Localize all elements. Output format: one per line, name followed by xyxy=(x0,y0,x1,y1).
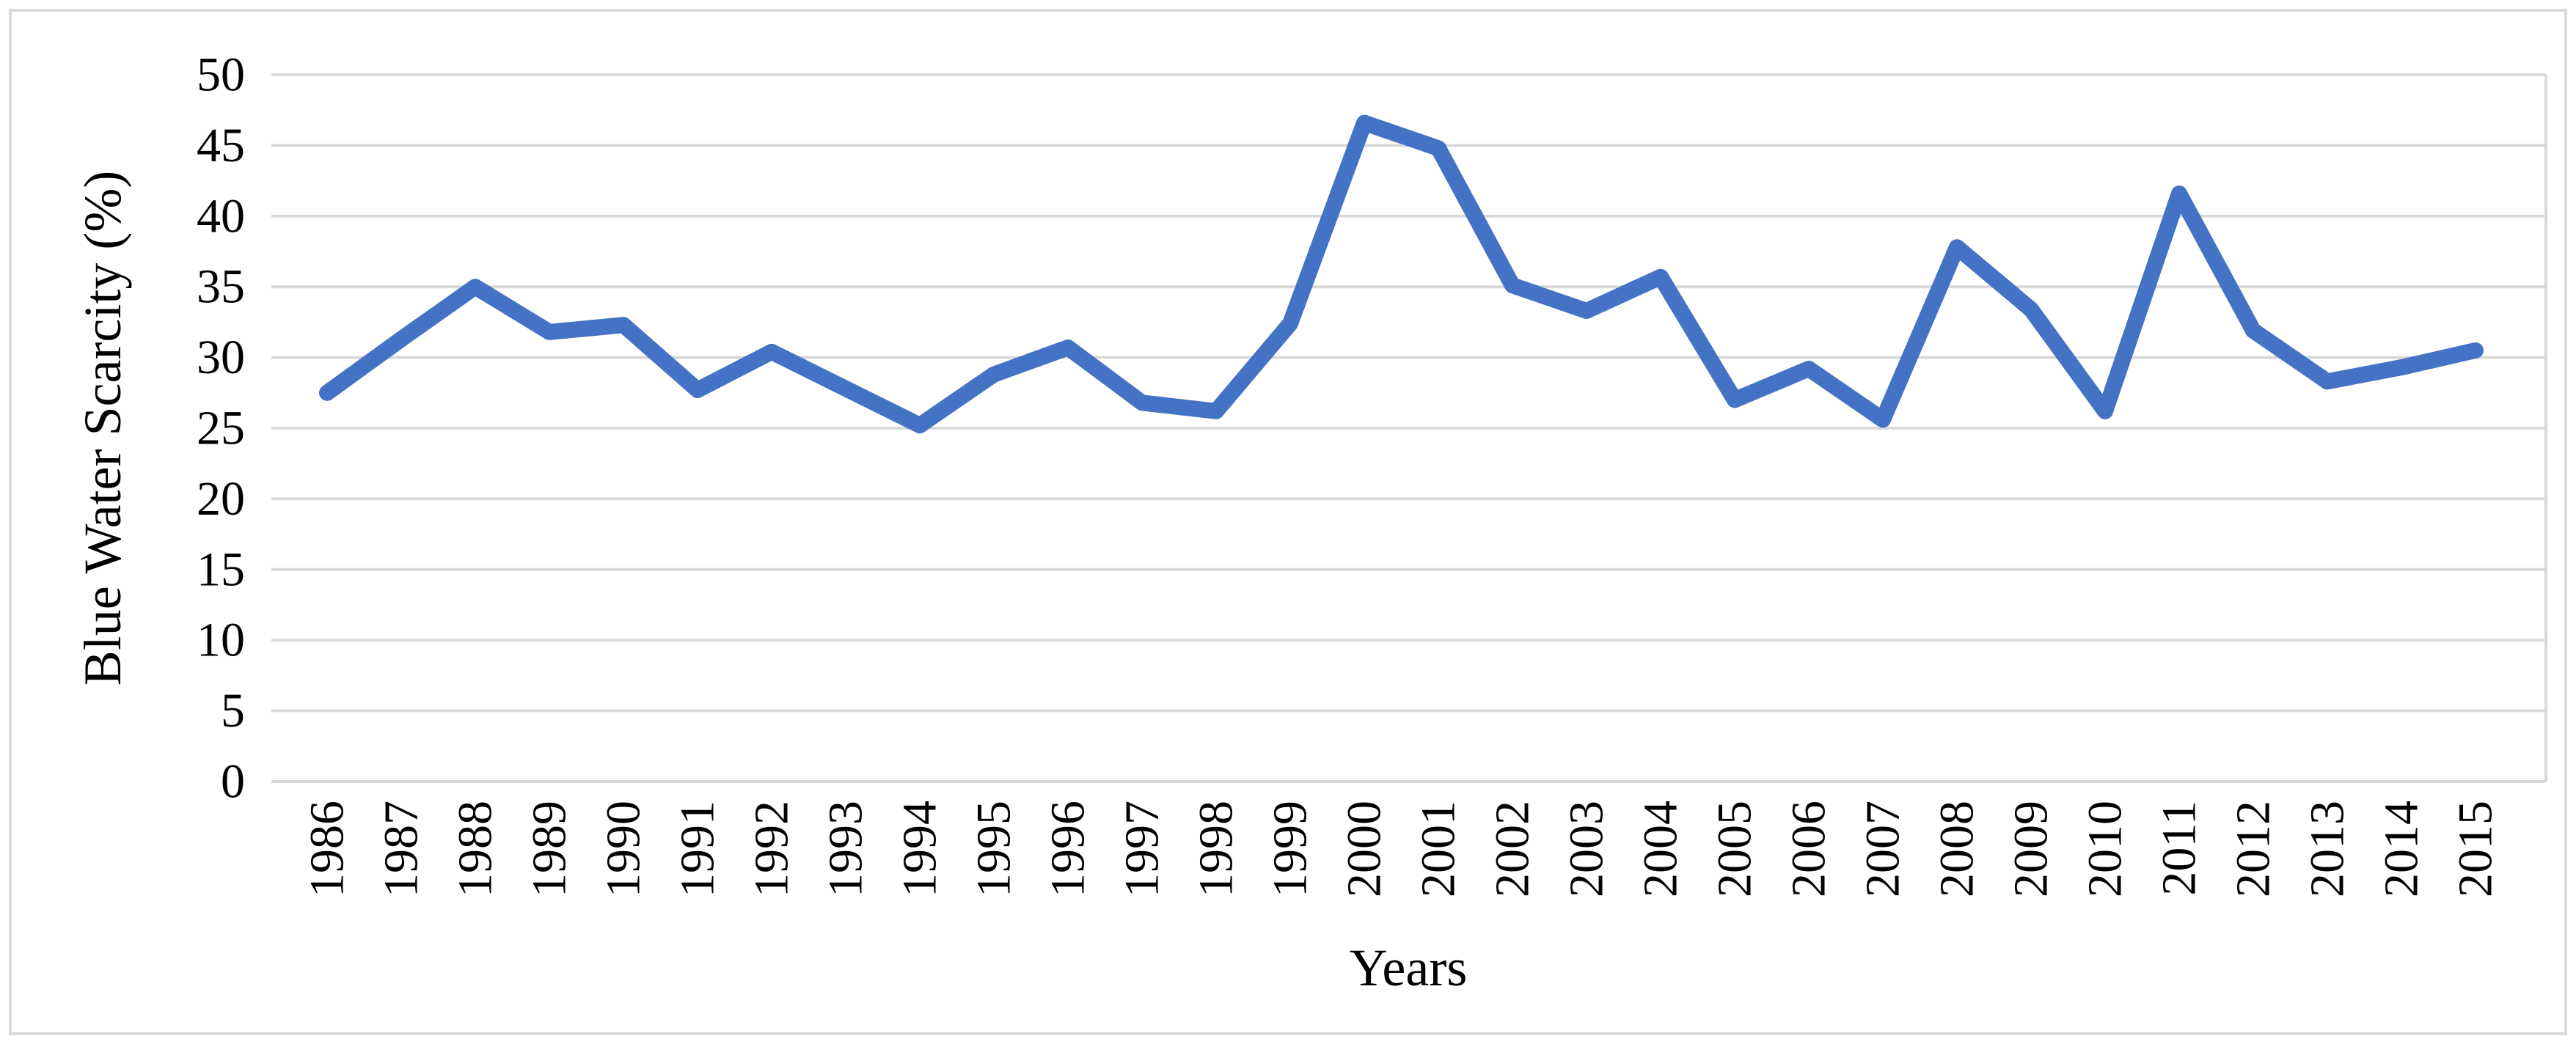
x-tick-label: 2005 xyxy=(1708,801,1762,897)
x-tick-label: 2001 xyxy=(1412,801,1466,897)
y-tick-label: 10 xyxy=(197,614,245,667)
x-tick-label: 1996 xyxy=(1042,801,1095,897)
x-tick-label: 1989 xyxy=(523,801,577,897)
x-tick-label: 2010 xyxy=(2079,801,2132,897)
x-tick-label: 1988 xyxy=(449,801,502,897)
x-tick-label: 2007 xyxy=(1856,801,1910,897)
x-tick-label: 2000 xyxy=(1338,801,1391,897)
x-tick-label: 1994 xyxy=(893,801,947,897)
x-tick-label: 1993 xyxy=(819,801,873,897)
data-line-blue-water-scarcity xyxy=(319,114,2484,434)
y-tick-label: 25 xyxy=(197,402,245,455)
x-tick-label: 1999 xyxy=(1264,801,1317,897)
x-tick-label: 2003 xyxy=(1560,801,1614,897)
y-tick-label: 50 xyxy=(197,48,245,102)
x-axis-title: Years xyxy=(1350,938,1468,997)
x-tick-label: 1992 xyxy=(745,801,799,897)
x-tick-label: 1990 xyxy=(597,801,651,897)
y-tick-label: 15 xyxy=(197,543,245,596)
y-tick-label: 20 xyxy=(197,472,245,526)
y-tick-label: 35 xyxy=(197,260,245,314)
x-tick-label: 1998 xyxy=(1190,801,1243,897)
x-tick-label: 2008 xyxy=(1931,801,1984,897)
y-tick-label: 0 xyxy=(221,755,245,809)
y-tick-label: 5 xyxy=(221,684,245,738)
y-axis-title: Blue Water Scarcity (%) xyxy=(73,171,132,686)
x-tick-label: 2015 xyxy=(2449,801,2503,897)
x-tick-label: 1986 xyxy=(301,801,354,897)
x-tick-label: 1987 xyxy=(375,801,428,897)
y-tick-label: 45 xyxy=(197,119,245,172)
x-tick-label: 2012 xyxy=(2227,801,2280,897)
y-tick-label: 40 xyxy=(197,189,245,243)
x-tick-label: 1991 xyxy=(671,801,725,897)
x-tick-label: 1995 xyxy=(967,801,1021,897)
figure-border xyxy=(9,9,2567,1035)
x-tick-label: 2013 xyxy=(2301,801,2354,897)
x-tick-label: 1997 xyxy=(1116,801,1169,897)
x-tick-label: 2006 xyxy=(1782,801,1836,897)
x-tick-label: 2014 xyxy=(2375,801,2429,897)
x-tick-label: 2009 xyxy=(2005,801,2058,897)
y-tick-label: 30 xyxy=(197,331,245,384)
x-tick-label: 2002 xyxy=(1486,801,1540,897)
x-tick-label: 2004 xyxy=(1634,801,1688,897)
x-tick-label: 2011 xyxy=(2153,801,2206,896)
